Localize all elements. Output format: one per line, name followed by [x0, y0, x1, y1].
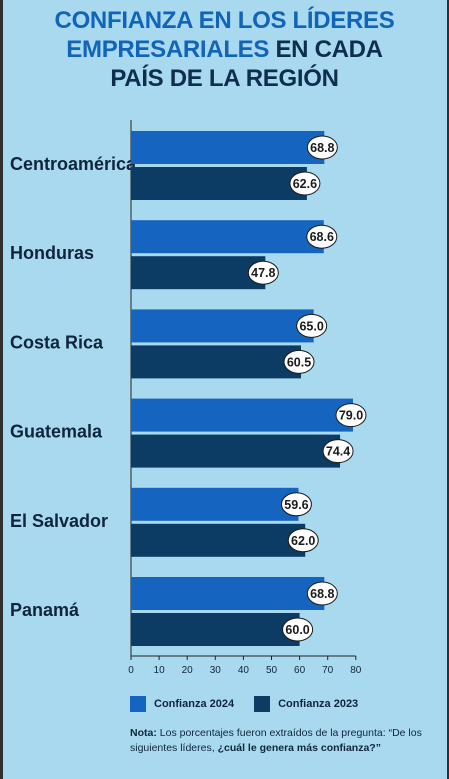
legend-label-2023: Confianza 2023: [278, 698, 359, 710]
bar-2024: [131, 487, 299, 521]
category-label: Guatemala: [10, 422, 103, 442]
category-label: Centroamérica: [10, 154, 137, 174]
data-label: 74.4: [326, 445, 350, 459]
bar-2023: [131, 434, 341, 468]
data-label: 60.0: [285, 623, 309, 637]
title-line-2-highlight: EMPRESARIALES: [66, 36, 270, 63]
category-label: El Salvador: [10, 511, 108, 531]
title-line-2: EMPRESARIALES EN CADA: [10, 35, 439, 64]
bar-2024: [131, 220, 324, 254]
bar-2023: [131, 256, 266, 290]
data-label-bubble: [322, 439, 354, 464]
data-label-bubble: [289, 171, 321, 196]
data-label: 68.8: [310, 141, 334, 155]
data-label-bubble: [283, 349, 315, 374]
title-line-3: PAÍS DE LA REGIÓN: [110, 65, 339, 92]
data-label: 62.0: [291, 534, 315, 548]
x-tick-label: 20: [182, 665, 194, 676]
data-label: 60.5: [287, 355, 311, 369]
data-label-bubble: [247, 260, 279, 285]
bar-2024: [131, 309, 314, 343]
bar-2023: [131, 345, 302, 379]
title-line-2-rest: EN CADA: [269, 36, 383, 63]
bar-2023: [131, 613, 300, 646]
x-tick-label: 10: [154, 665, 166, 676]
data-label: 62.6: [293, 177, 317, 191]
data-label-bubble: [306, 224, 338, 249]
x-tick-label: 30: [210, 665, 222, 676]
legend-swatch-2023: [254, 696, 271, 712]
bar-2024: [131, 131, 325, 164]
x-tick-label: 50: [266, 665, 278, 676]
category-label: Honduras: [10, 243, 94, 263]
legend-swatch-2024: [130, 696, 146, 712]
bar-2024: [131, 577, 325, 610]
bar-2023: [131, 523, 306, 557]
x-tick-label: 40: [238, 665, 250, 676]
bar-2024: [131, 398, 353, 432]
footnote-question: ¿cuál le genera más confianza?”: [217, 742, 381, 754]
data-label-bubble: [280, 492, 312, 517]
bar-2023: [131, 167, 307, 200]
data-label: 68.8: [310, 587, 334, 601]
data-label-bubble: [282, 617, 314, 642]
footnote: Nota: Los porcentajes fueron extraídos d…: [130, 726, 430, 756]
chart-title: CONFIANZA EN LOS LÍDERES EMPRESARIALES E…: [10, 6, 439, 93]
data-label: 79.0: [339, 409, 363, 423]
legend-item-2024: Confianza 2024: [130, 696, 234, 712]
x-tick-label: 60: [294, 665, 306, 676]
data-label: 59.6: [284, 498, 308, 512]
data-label-bubble: [306, 581, 338, 606]
category-label: Panamá: [10, 600, 80, 620]
data-label-bubble: [335, 403, 367, 428]
footnote-text: Los porcentajes fueron extraídos de la p…: [130, 727, 422, 754]
data-label: 68.6: [310, 230, 334, 244]
x-tick-label: 0: [128, 665, 134, 676]
category-label: Costa Rica: [10, 332, 104, 352]
left-border: [0, 0, 3, 779]
data-label-bubble: [296, 313, 328, 338]
footnote-label: Nota:: [130, 727, 157, 739]
data-label: 65.0: [299, 319, 323, 333]
x-tick-label: 80: [350, 665, 362, 676]
data-label: 47.8: [251, 266, 275, 280]
x-tick-label: 70: [322, 665, 334, 676]
title-line-1: CONFIANZA EN LOS LÍDERES: [54, 7, 395, 34]
data-label-bubble: [306, 135, 338, 160]
bar-chart: 0 10 20 30 40 50 60 70 80 Centroamérica 68.8 62.6 Ho…: [10, 120, 367, 676]
legend-label-2024: Confianza 2024: [154, 698, 235, 710]
legend-item-2023: Confianza 2023: [254, 696, 358, 712]
legend: Confianza 2024 Confianza 2023: [130, 696, 378, 712]
data-label-bubble: [287, 528, 319, 553]
right-border: [447, 0, 449, 779]
